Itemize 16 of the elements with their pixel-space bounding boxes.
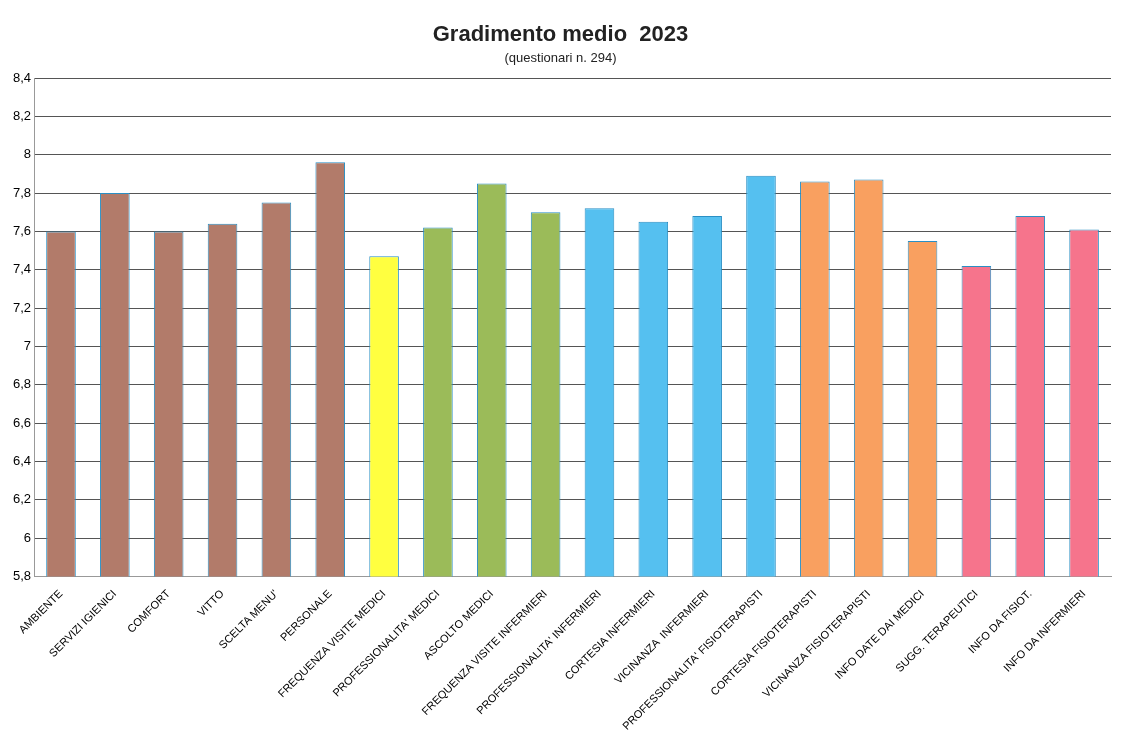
y-tick-label: 7,2 (12, 299, 32, 315)
y-tick-label: 5,8 (12, 568, 32, 584)
y-tick-label: 8,2 (12, 107, 32, 123)
chart-subtitle: (questionari n. 294) (504, 49, 617, 65)
y-tick-label: 7,4 (12, 261, 32, 277)
y-tick-label: 8,4 (12, 69, 32, 85)
y-tick-label: 6,4 (12, 453, 32, 469)
y-tick-label: 7,6 (12, 222, 32, 238)
y-tick-label: 6 (23, 529, 32, 545)
chart-title: Gradimento medio 2023 (432, 21, 689, 47)
y-tick-label: 7 (23, 337, 32, 353)
y-tick-label: 7,8 (12, 184, 32, 200)
y-tick-label: 6,8 (12, 376, 32, 392)
y-tick-label: 8 (23, 146, 32, 162)
y-tick-label: 6,2 (12, 491, 32, 507)
y-tick-label: 6,6 (12, 414, 32, 430)
